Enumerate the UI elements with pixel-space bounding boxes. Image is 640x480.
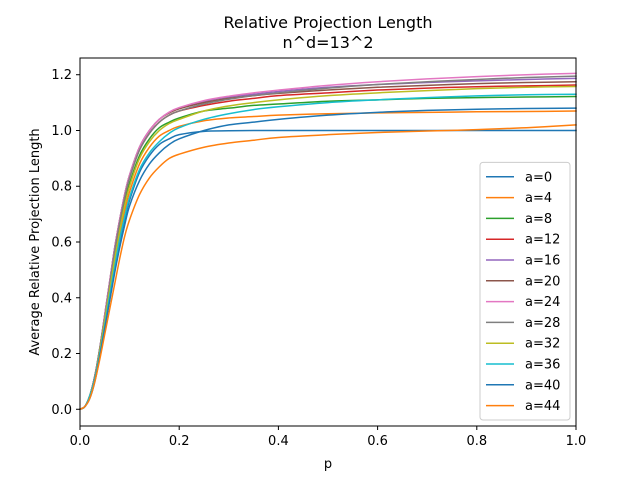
y-tick-label: 1.0 [51, 124, 72, 139]
x-axis-ticks: 0.0 0.2 0.4 0.6 0.8 1.0 [70, 426, 587, 449]
legend-label: a=4 [525, 191, 552, 206]
y-tick-label: 0.8 [51, 180, 72, 195]
legend-label: a=28 [525, 316, 560, 331]
chart-title: Relative Projection Length [224, 13, 433, 32]
legend-label: a=36 [525, 358, 560, 373]
legend: a=0 a=4 a=8 a=12 a=16 a=20 a=24 a=28 a=32 a=36 a=4… [479, 161, 571, 421]
legend-label: a=24 [525, 295, 560, 310]
x-tick-label: 0.2 [169, 434, 190, 449]
chart-subtitle: n^d=13^2 [282, 33, 373, 52]
y-tick-label: 0.6 [51, 236, 72, 251]
x-axis-label: p [324, 457, 332, 472]
y-tick-label: 0.4 [51, 291, 72, 306]
y-tick-label: 0.2 [51, 347, 72, 362]
legend-label: a=8 [525, 212, 552, 227]
x-tick-label: 0.6 [367, 434, 388, 449]
x-tick-label: 0.8 [466, 434, 487, 449]
legend-box [479, 161, 571, 421]
x-tick-label: 0.4 [268, 434, 289, 449]
series-line-a-44 [78, 124, 577, 411]
legend-label: a=44 [525, 399, 560, 414]
legend-label: a=16 [525, 254, 560, 269]
legend-label: a=12 [525, 233, 560, 248]
y-axis-label: Average Relative Projection Length [28, 128, 43, 355]
legend-label: a=0 [525, 170, 552, 185]
y-axis-ticks: 0.0 0.2 0.4 0.6 0.8 1.0 1.2 [51, 68, 80, 418]
legend-label: a=32 [525, 337, 560, 352]
plot-lines [78, 72, 577, 411]
y-tick-label: 0.0 [51, 403, 72, 418]
legend-label: a=20 [525, 274, 560, 289]
y-tick-label: 1.2 [51, 68, 72, 83]
x-tick-label: 0.0 [70, 434, 91, 449]
legend-label: a=40 [525, 378, 560, 393]
x-tick-label: 1.0 [566, 434, 587, 449]
